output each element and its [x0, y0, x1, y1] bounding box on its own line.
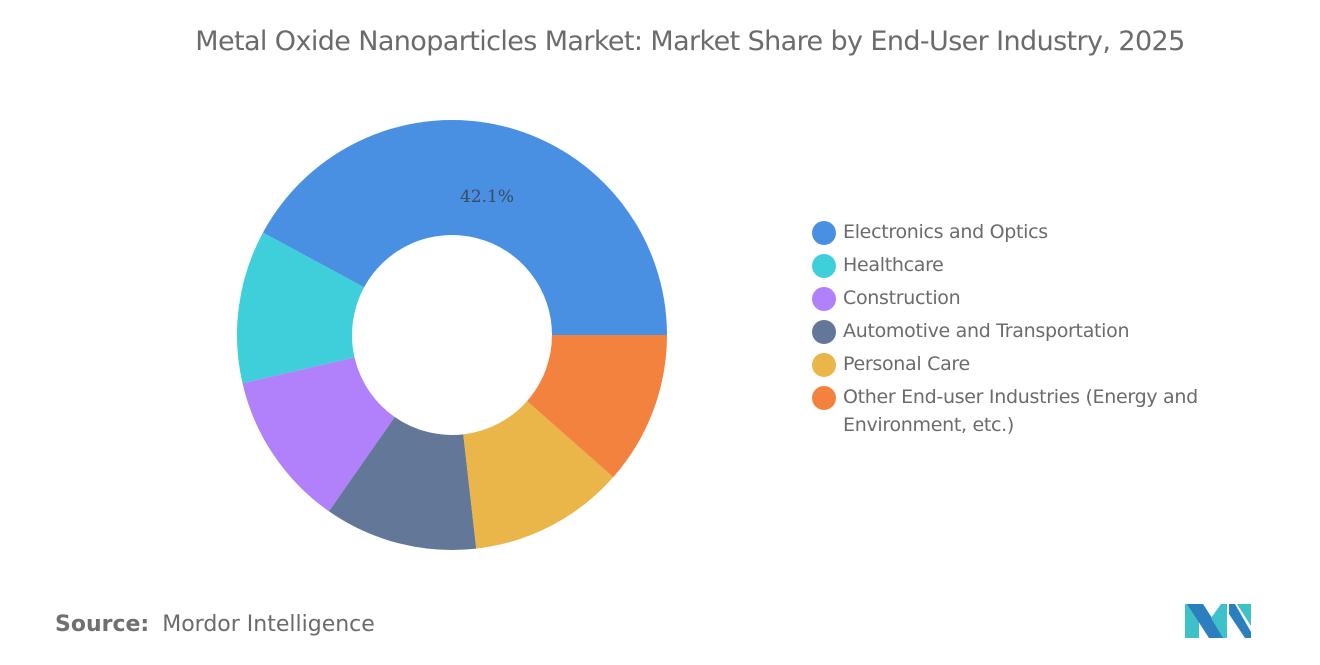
logo-shape-5 — [1237, 604, 1251, 626]
legend-swatch-icon — [812, 221, 836, 245]
mordor-intelligence-logo-icon — [1185, 604, 1251, 638]
logo-shape-3 — [1211, 604, 1227, 638]
legend-label: Electronics and Optics — [843, 221, 1048, 243]
source-value: Mordor Intelligence — [162, 612, 375, 637]
donut-slice[interactable] — [463, 401, 614, 549]
legend-label: Construction — [843, 287, 961, 309]
legend-swatch-icon — [812, 287, 836, 311]
slice-data-label: 42.1% — [460, 187, 514, 207]
legend-swatch-icon — [812, 386, 836, 410]
legend-swatch-icon — [812, 353, 836, 377]
donut-slice[interactable] — [328, 416, 477, 550]
legend-label: Automotive and Transportation — [843, 320, 1130, 342]
legend-item-personal-care[interactable]: Personal Care — [812, 350, 1272, 378]
chart-legend: Electronics and Optics Healthcare Constr… — [812, 218, 1272, 444]
donut-slice[interactable] — [236, 232, 365, 384]
source-label: Source: — [55, 612, 150, 637]
legend-label: Other End-user Industries (Energy and En… — [843, 386, 1198, 436]
legend-item-automotive-and-transportation[interactable]: Automotive and Transportation — [812, 317, 1272, 345]
donut-slices — [236, 119, 667, 550]
logo-shape-2 — [1187, 604, 1225, 638]
legend-swatch-icon — [812, 254, 836, 278]
donut-slice[interactable] — [527, 335, 667, 478]
donut-slice[interactable] — [242, 357, 395, 512]
chart-title: Metal Oxide Nanoparticles Market: Market… — [195, 26, 1185, 57]
donut-slice[interactable] — [262, 119, 667, 335]
legend-label: Personal Care — [843, 353, 970, 375]
legend-swatch-icon — [812, 320, 836, 344]
legend-label: Healthcare — [843, 254, 944, 276]
legend-item-other-end-user-industries[interactable]: Other End-user Industries (Energy and En… — [812, 383, 1272, 439]
legend-item-electronics-and-optics[interactable]: Electronics and Optics — [812, 218, 1272, 246]
legend-item-construction[interactable]: Construction — [812, 284, 1272, 312]
logo-shape-4 — [1229, 604, 1251, 638]
legend-item-healthcare[interactable]: Healthcare — [812, 251, 1272, 279]
source-attribution: Source: Mordor Intelligence — [55, 612, 375, 637]
